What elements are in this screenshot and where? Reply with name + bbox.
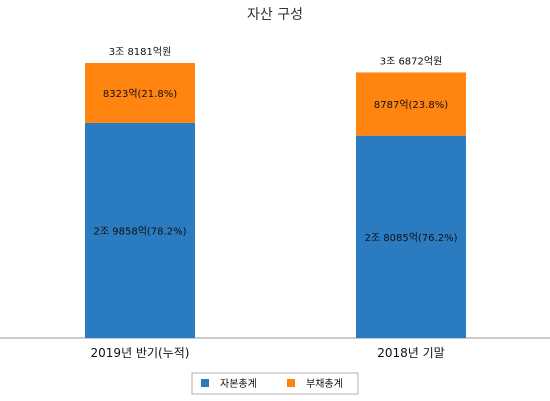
category-label-1: 2018년 기말 [377, 346, 444, 360]
legend-swatch-liabilities [287, 379, 295, 387]
total-label-1: 3조 6872억원 [380, 55, 443, 67]
bar-label-group: 2조 9858억(78.2%) 8323억(21.8%) 2조 8085억(76.2… [94, 88, 458, 244]
chart-title: 자산 구성 [247, 7, 303, 23]
data-label-liabilities-1: 8787억(23.8%) [374, 99, 448, 111]
total-label-0: 3조 8181억원 [109, 46, 172, 58]
legend-label-equity: 자본총계 [220, 378, 257, 390]
category-label-group: 2019년 반기(누적) 2018년 기말 [91, 346, 445, 360]
legend-frame [191, 372, 359, 395]
legend-label-liabilities: 부채총계 [306, 378, 343, 390]
legend: 자본총계 부채총계 [191, 372, 359, 395]
category-label-0: 2019년 반기(누적) [91, 346, 190, 360]
data-label-equity-0: 2조 9858억(78.2%) [94, 225, 187, 237]
legend-swatch-equity [201, 379, 209, 387]
bar-group [85, 63, 466, 338]
total-label-group: 3조 8181억원 3조 6872억원 [109, 46, 443, 67]
bar-liabilities-1 [356, 72, 466, 136]
bar-equity-0 [85, 122, 195, 338]
data-label-liabilities-0: 8323억(21.8%) [103, 88, 177, 100]
bar-equity-1 [356, 135, 466, 338]
bar-liabilities-0 [85, 63, 195, 123]
data-label-equity-1: 2조 8085억(76.2%) [365, 232, 458, 244]
